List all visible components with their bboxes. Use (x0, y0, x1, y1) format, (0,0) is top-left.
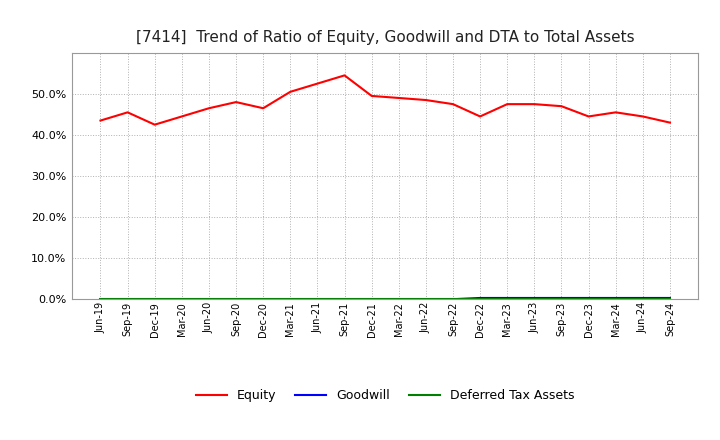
Equity (503, 102, 511, 107)
Equity (123, 110, 132, 115)
Goodwill (286, 297, 294, 302)
Equity (639, 114, 647, 119)
Deferred Tax Assets (639, 297, 647, 302)
Equity (584, 114, 593, 119)
Equity (530, 102, 539, 107)
Deferred Tax Assets (232, 297, 240, 302)
Deferred Tax Assets (530, 297, 539, 302)
Deferred Tax Assets (367, 297, 376, 302)
Equity (286, 89, 294, 95)
Equity (367, 93, 376, 99)
Goodwill (530, 295, 539, 301)
Equity (341, 73, 349, 78)
Goodwill (503, 295, 511, 301)
Equity (557, 103, 566, 109)
Equity (449, 102, 457, 107)
Deferred Tax Assets (421, 297, 430, 302)
Goodwill (449, 297, 457, 302)
Deferred Tax Assets (476, 297, 485, 302)
Deferred Tax Assets (286, 297, 294, 302)
Equity (665, 120, 674, 125)
Deferred Tax Assets (123, 297, 132, 302)
Goodwill (313, 297, 322, 302)
Legend: Equity, Goodwill, Deferred Tax Assets: Equity, Goodwill, Deferred Tax Assets (191, 384, 580, 407)
Deferred Tax Assets (259, 297, 268, 302)
Goodwill (421, 297, 430, 302)
Equity (178, 114, 186, 119)
Equity (313, 81, 322, 86)
Equity (395, 95, 403, 101)
Goodwill (96, 297, 105, 302)
Deferred Tax Assets (178, 297, 186, 302)
Goodwill (259, 297, 268, 302)
Deferred Tax Assets (503, 297, 511, 302)
Goodwill (557, 295, 566, 301)
Goodwill (367, 297, 376, 302)
Goodwill (341, 297, 349, 302)
Equity (421, 97, 430, 103)
Equity (204, 106, 213, 111)
Goodwill (611, 295, 620, 301)
Equity (232, 99, 240, 105)
Goodwill (123, 297, 132, 302)
Deferred Tax Assets (449, 297, 457, 302)
Deferred Tax Assets (313, 297, 322, 302)
Goodwill (150, 297, 159, 302)
Title: [7414]  Trend of Ratio of Equity, Goodwill and DTA to Total Assets: [7414] Trend of Ratio of Equity, Goodwil… (136, 29, 634, 45)
Equity (611, 110, 620, 115)
Goodwill (178, 297, 186, 302)
Deferred Tax Assets (395, 297, 403, 302)
Line: Goodwill: Goodwill (101, 298, 670, 299)
Goodwill (584, 295, 593, 301)
Deferred Tax Assets (665, 297, 674, 302)
Deferred Tax Assets (204, 297, 213, 302)
Deferred Tax Assets (150, 297, 159, 302)
Deferred Tax Assets (341, 297, 349, 302)
Equity (150, 122, 159, 127)
Equity (96, 118, 105, 123)
Goodwill (232, 297, 240, 302)
Deferred Tax Assets (557, 297, 566, 302)
Goodwill (476, 295, 485, 301)
Deferred Tax Assets (584, 297, 593, 302)
Equity (476, 114, 485, 119)
Deferred Tax Assets (96, 297, 105, 302)
Goodwill (639, 295, 647, 301)
Deferred Tax Assets (611, 297, 620, 302)
Goodwill (395, 297, 403, 302)
Goodwill (204, 297, 213, 302)
Equity (259, 106, 268, 111)
Line: Equity: Equity (101, 75, 670, 125)
Goodwill (665, 295, 674, 301)
